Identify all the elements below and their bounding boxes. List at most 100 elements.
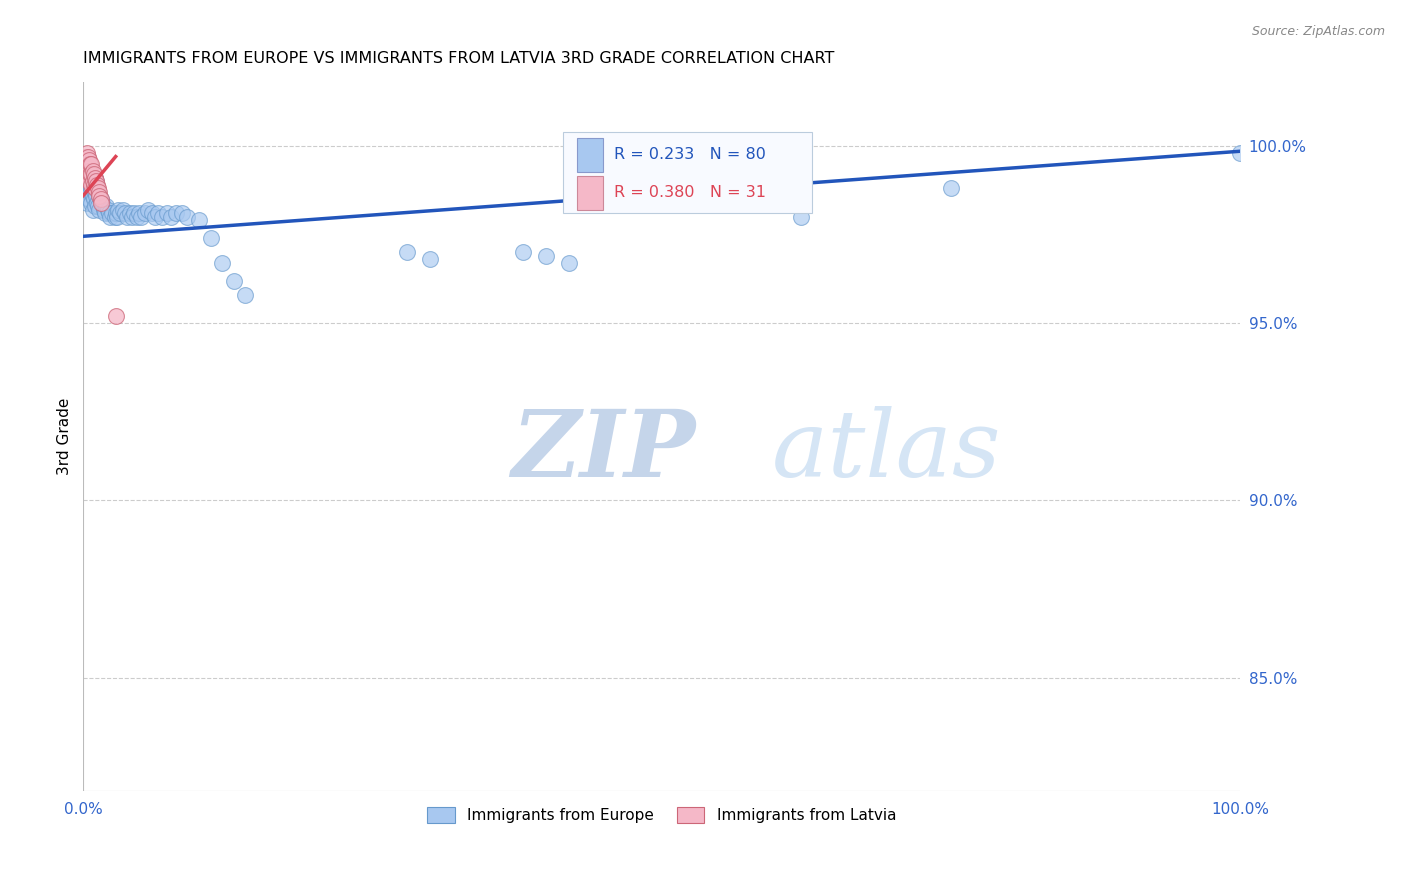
- Point: [86, 178, 108, 192]
- Point: [86, 181, 108, 195]
- Text: R = 0.233   N = 80: R = 0.233 N = 80: [614, 147, 766, 162]
- Point: [73, 153, 96, 167]
- Point: [121, 210, 143, 224]
- Point: [77, 174, 100, 188]
- Point: [79, 170, 101, 185]
- Point: [122, 206, 145, 220]
- Point: [77, 170, 100, 185]
- Point: [93, 202, 115, 217]
- Point: [75, 150, 97, 164]
- Point: [118, 206, 141, 220]
- Point: [96, 199, 118, 213]
- Point: [103, 210, 125, 224]
- Point: [77, 192, 100, 206]
- Text: R = 0.380   N = 31: R = 0.380 N = 31: [614, 186, 766, 201]
- Point: [558, 256, 581, 270]
- Point: [97, 206, 120, 220]
- Y-axis label: 3rd Grade: 3rd Grade: [58, 398, 72, 475]
- Point: [79, 167, 101, 181]
- Point: [165, 206, 187, 220]
- Point: [80, 181, 103, 195]
- Point: [125, 210, 148, 224]
- Point: [82, 202, 104, 217]
- Point: [91, 199, 114, 213]
- Point: [80, 167, 103, 181]
- Point: [160, 210, 183, 224]
- Point: [150, 210, 173, 224]
- Point: [86, 195, 108, 210]
- Point: [76, 195, 98, 210]
- Point: [75, 181, 97, 195]
- Point: [84, 174, 107, 188]
- Point: [97, 202, 120, 217]
- Point: [77, 170, 100, 185]
- Point: [77, 163, 100, 178]
- Point: [134, 206, 156, 220]
- Point: [105, 210, 128, 224]
- Text: atlas: atlas: [772, 406, 1001, 496]
- Point: [83, 192, 105, 206]
- Point: [84, 174, 107, 188]
- Point: [104, 309, 127, 323]
- Point: [83, 178, 105, 192]
- Point: [110, 206, 132, 220]
- Point: [90, 195, 112, 210]
- FancyBboxPatch shape: [578, 137, 603, 171]
- Text: ZIP: ZIP: [512, 406, 696, 496]
- Point: [79, 156, 101, 170]
- Point: [76, 181, 98, 195]
- Point: [75, 163, 97, 178]
- Point: [77, 160, 100, 174]
- Point: [90, 195, 112, 210]
- Point: [77, 153, 100, 167]
- Point: [89, 185, 111, 199]
- Point: [82, 163, 104, 178]
- Point: [141, 206, 163, 220]
- Point: [82, 174, 104, 188]
- Point: [200, 231, 222, 245]
- Point: [83, 181, 105, 195]
- Point: [117, 210, 139, 224]
- Point: [939, 181, 962, 195]
- Point: [83, 170, 105, 185]
- Point: [83, 170, 105, 185]
- FancyBboxPatch shape: [578, 176, 603, 210]
- Point: [534, 249, 557, 263]
- Point: [77, 163, 100, 178]
- Point: [80, 167, 103, 181]
- Point: [94, 206, 117, 220]
- Point: [107, 202, 129, 217]
- Point: [82, 188, 104, 202]
- Point: [90, 192, 112, 206]
- Point: [789, 210, 811, 224]
- Point: [128, 206, 150, 220]
- Point: [83, 167, 105, 181]
- Point: [83, 178, 105, 192]
- Point: [87, 185, 110, 199]
- Point: [188, 213, 211, 227]
- Point: [83, 199, 105, 213]
- Point: [73, 174, 96, 188]
- Point: [143, 210, 166, 224]
- Point: [75, 160, 97, 174]
- Point: [87, 199, 110, 213]
- Point: [89, 202, 111, 217]
- Point: [76, 156, 98, 170]
- Point: [77, 185, 100, 199]
- Point: [419, 252, 441, 267]
- Point: [170, 206, 193, 220]
- Legend: Immigrants from Europe, Immigrants from Latvia: Immigrants from Europe, Immigrants from …: [422, 801, 903, 830]
- Point: [76, 167, 98, 181]
- Point: [84, 188, 107, 202]
- Point: [136, 202, 159, 217]
- Point: [89, 188, 111, 202]
- Point: [83, 185, 105, 199]
- Point: [155, 206, 177, 220]
- Point: [1229, 146, 1251, 161]
- Point: [211, 256, 233, 270]
- Point: [233, 287, 256, 301]
- Point: [101, 206, 124, 220]
- Point: [82, 174, 104, 188]
- Point: [512, 245, 534, 260]
- Point: [80, 178, 103, 192]
